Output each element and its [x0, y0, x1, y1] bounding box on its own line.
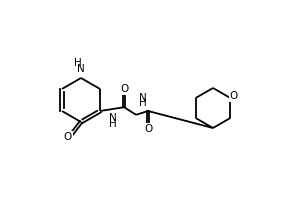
Text: O: O — [144, 124, 152, 134]
Text: N: N — [139, 93, 147, 103]
Text: N: N — [77, 64, 85, 74]
Text: O: O — [230, 91, 238, 101]
Text: H: H — [109, 119, 117, 129]
Text: O: O — [64, 132, 72, 142]
Text: H: H — [74, 58, 81, 68]
Text: H: H — [139, 98, 147, 108]
Text: O: O — [120, 84, 128, 94]
Text: N: N — [109, 113, 117, 123]
